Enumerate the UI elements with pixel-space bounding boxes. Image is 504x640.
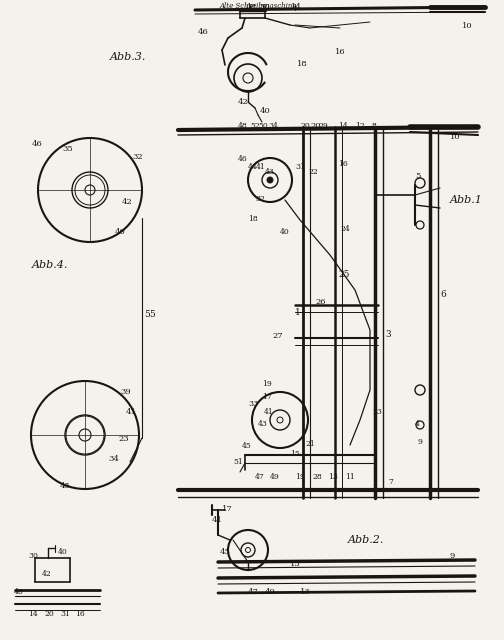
Text: 16: 16 — [335, 48, 346, 56]
Text: 28: 28 — [312, 473, 322, 481]
Text: 45: 45 — [220, 548, 231, 556]
Text: 22: 22 — [308, 168, 318, 176]
Text: 50: 50 — [258, 122, 268, 130]
Text: 42: 42 — [122, 198, 133, 206]
Text: 14: 14 — [28, 610, 38, 618]
Text: 8: 8 — [372, 122, 377, 130]
Text: 5: 5 — [415, 172, 420, 180]
Text: 9: 9 — [450, 552, 456, 560]
Text: 30: 30 — [28, 552, 38, 560]
Text: 26: 26 — [315, 298, 326, 306]
Text: 46: 46 — [198, 28, 209, 36]
Text: 19: 19 — [262, 380, 272, 388]
Text: 25: 25 — [338, 270, 349, 279]
Circle shape — [267, 177, 273, 183]
Text: 13: 13 — [300, 588, 311, 596]
Text: 19: 19 — [295, 473, 305, 481]
Text: 7: 7 — [388, 478, 393, 486]
Text: 46: 46 — [32, 140, 43, 148]
Text: 43: 43 — [265, 168, 275, 176]
Text: 40: 40 — [115, 228, 126, 236]
Text: 46: 46 — [14, 588, 24, 596]
Text: 10: 10 — [450, 133, 461, 141]
Text: 41: 41 — [256, 163, 266, 171]
Text: 40: 40 — [280, 228, 290, 236]
Text: 6: 6 — [440, 290, 446, 299]
Text: 41: 41 — [126, 408, 137, 416]
Text: 16: 16 — [338, 160, 348, 168]
Text: 9: 9 — [418, 438, 423, 446]
Text: 33: 33 — [248, 400, 258, 408]
Text: Alte Schreibmaschine: Alte Schreibmaschine — [220, 2, 297, 10]
Text: 47: 47 — [255, 473, 265, 481]
Text: 48: 48 — [246, 3, 257, 11]
Text: 32: 32 — [255, 195, 265, 203]
Text: 15: 15 — [290, 560, 301, 568]
Text: 50: 50 — [259, 3, 270, 11]
Text: 45: 45 — [60, 482, 71, 490]
Text: 42: 42 — [42, 570, 52, 578]
Text: 18: 18 — [248, 215, 258, 223]
Text: 29: 29 — [318, 122, 328, 130]
Text: 40: 40 — [260, 107, 271, 115]
Text: 10: 10 — [462, 22, 473, 30]
Text: 51: 51 — [233, 458, 243, 466]
Text: 15: 15 — [290, 450, 300, 458]
Text: 52: 52 — [250, 122, 260, 130]
Text: 27: 27 — [272, 332, 283, 340]
Text: 20: 20 — [300, 122, 310, 130]
Text: 3: 3 — [385, 330, 391, 339]
Text: 41: 41 — [212, 516, 223, 524]
Text: 16: 16 — [75, 610, 85, 618]
Text: 43: 43 — [258, 420, 268, 428]
Text: 34: 34 — [108, 455, 119, 463]
Text: 42: 42 — [238, 98, 249, 106]
Text: 14: 14 — [291, 3, 302, 11]
Text: 20: 20 — [44, 610, 54, 618]
Text: Abb.3.: Abb.3. — [110, 52, 146, 62]
Text: 4: 4 — [415, 420, 420, 428]
Text: 12: 12 — [355, 122, 365, 130]
Text: Abb.1: Abb.1 — [450, 195, 483, 205]
Text: Abb.2.: Abb.2. — [348, 535, 385, 545]
Text: 55: 55 — [144, 310, 156, 319]
Text: 39: 39 — [120, 388, 131, 396]
Text: 20: 20 — [310, 122, 321, 130]
Text: 11: 11 — [345, 473, 355, 481]
Text: 46: 46 — [238, 155, 248, 163]
Text: 48: 48 — [238, 122, 248, 130]
Text: 23: 23 — [372, 408, 382, 416]
Text: 14: 14 — [338, 122, 348, 130]
Text: 41: 41 — [264, 408, 274, 416]
Text: 40: 40 — [58, 548, 68, 556]
Text: 45: 45 — [242, 442, 252, 450]
Text: 49: 49 — [270, 473, 280, 481]
Text: 18: 18 — [297, 60, 308, 68]
Text: 35: 35 — [62, 145, 73, 153]
Text: 23: 23 — [118, 435, 129, 443]
Text: 34: 34 — [268, 122, 278, 130]
Text: 49: 49 — [265, 588, 276, 596]
Text: 21: 21 — [305, 440, 315, 448]
Text: 17: 17 — [222, 505, 233, 513]
Text: 24: 24 — [340, 225, 350, 233]
Text: 31: 31 — [295, 163, 305, 171]
Text: 31: 31 — [60, 610, 70, 618]
Text: 13: 13 — [328, 473, 338, 481]
Text: Abb.4.: Abb.4. — [32, 260, 69, 270]
Text: 17: 17 — [262, 393, 272, 401]
Text: 32: 32 — [132, 153, 143, 161]
Text: 1: 1 — [295, 308, 301, 317]
Text: 44: 44 — [248, 163, 258, 171]
Text: 47: 47 — [248, 588, 259, 596]
